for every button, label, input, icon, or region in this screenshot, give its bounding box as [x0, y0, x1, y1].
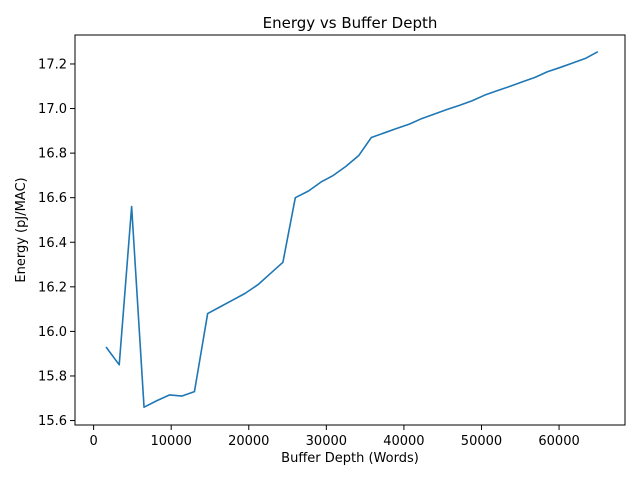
x-tick-label: 60000 [538, 434, 579, 449]
plot-area-frame [74, 34, 626, 426]
y-tick-label: 16.4 [38, 236, 67, 251]
y-tick-label: 16.8 [38, 147, 67, 162]
y-axis-ticks: 15.6 15.8 16.0 16.2 16.4 16.6 16.8 17.0 17.2 [38, 57, 75, 429]
energy-series-line [105, 51, 599, 408]
x-tick-label: 30000 [306, 434, 347, 449]
y-tick-label: 15.6 [38, 414, 67, 429]
y-tick-label: 16.0 [38, 325, 67, 340]
x-tick-label: 0 [89, 434, 97, 449]
y-tick-label: 17.0 [38, 102, 67, 117]
y-axis-label: Energy (pJ/MAC) [14, 177, 29, 282]
x-tick-label: 20000 [228, 434, 269, 449]
x-tick-label: 40000 [383, 434, 424, 449]
x-tick-label: 50000 [461, 434, 502, 449]
y-tick-label: 15.8 [38, 369, 67, 384]
y-tick-label: 17.2 [38, 57, 67, 72]
x-axis-ticks: 0 10000 20000 30000 40000 50000 60000 [89, 425, 580, 449]
x-axis-label: Buffer Depth (Words) [281, 451, 419, 466]
x-tick-label: 10000 [151, 434, 192, 449]
y-tick-label: 16.2 [38, 280, 67, 295]
y-tick-label: 16.6 [38, 191, 67, 206]
chart-title: Energy vs Buffer Depth [263, 14, 438, 32]
